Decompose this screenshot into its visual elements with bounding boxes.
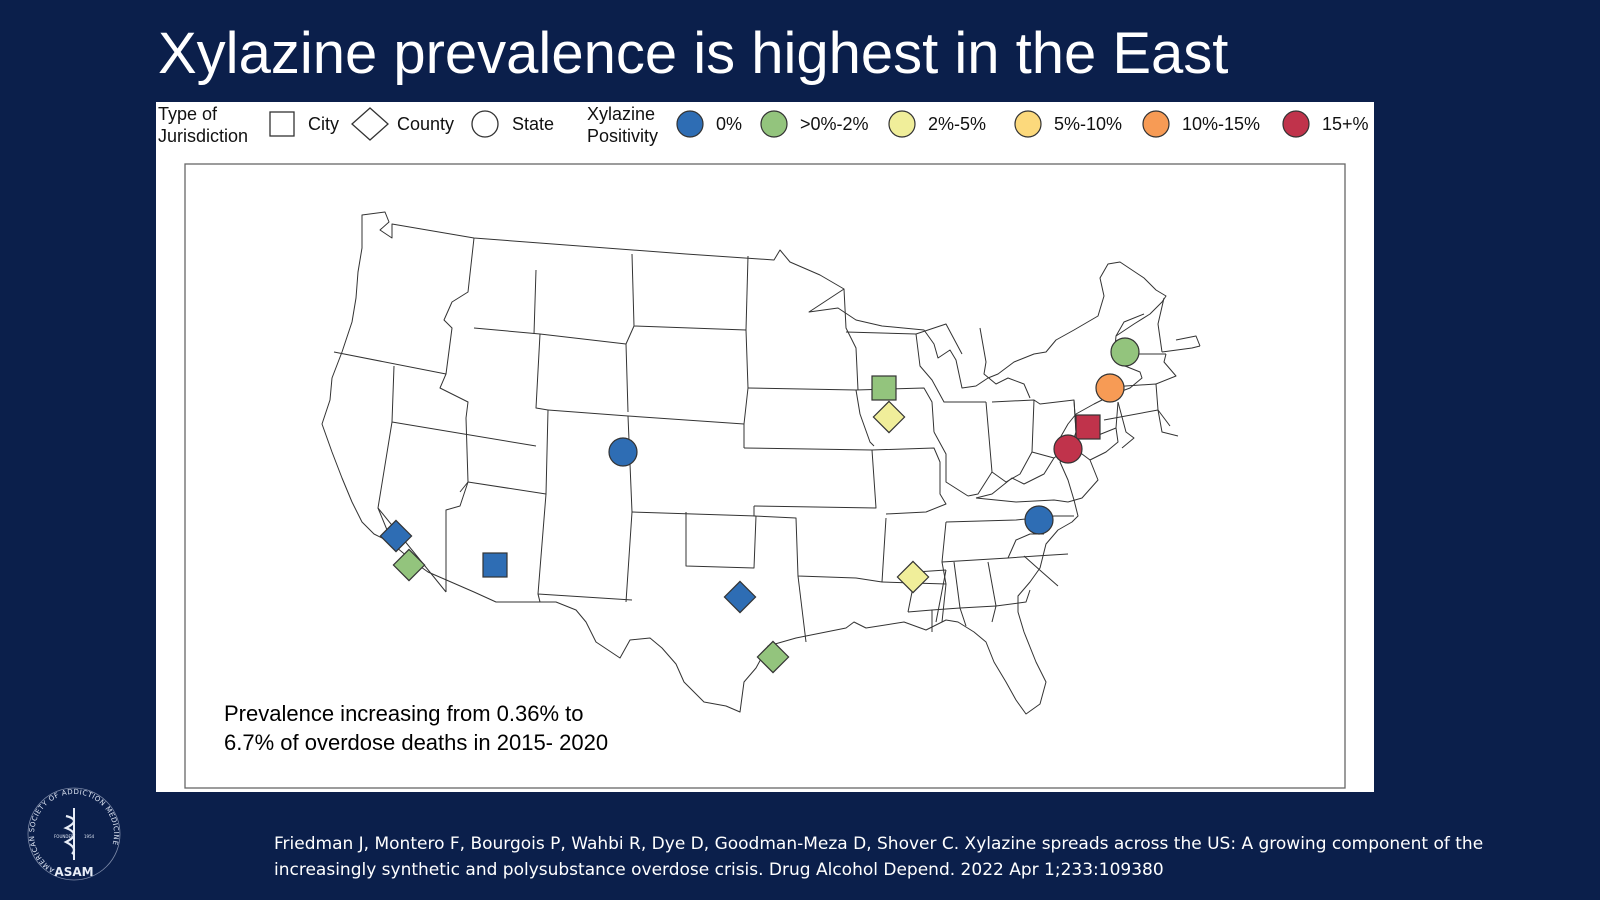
legend-category-label: 0%	[716, 114, 742, 134]
legend-positivity-title-2: Positivity	[587, 126, 658, 146]
annotation-line-2: 6.7% of overdose deaths in 2015- 2020	[224, 730, 608, 755]
logo-founded-label: FOUNDED	[54, 834, 74, 839]
legend-categories: 0% >0%-2% 2%-5% 5%-10% 10%-15% 15+%	[676, 110, 1369, 138]
legend-category-label: 5%-10%	[1054, 114, 1122, 134]
legend: Type of Jurisdiction City County State X…	[158, 104, 1369, 146]
annotation-line-1: Prevalence increasing from 0.36% to	[224, 701, 584, 726]
logo-founded-year: 1954	[84, 834, 95, 839]
map-marker	[482, 552, 508, 578]
legend-shape-label-county: County	[397, 114, 454, 134]
map-marker	[896, 560, 930, 594]
legend-positivity-title-1: Xylazine	[587, 104, 655, 124]
map-marker	[871, 375, 897, 401]
legend-category-label: >0%-2%	[800, 114, 869, 134]
legend-square-icon	[269, 111, 295, 137]
map-marker	[1053, 434, 1083, 464]
legend-shape-label-city: City	[308, 114, 339, 134]
map-marker	[608, 437, 638, 467]
map-marker	[1024, 505, 1054, 535]
map-markers	[379, 337, 1140, 674]
map-marker	[723, 580, 757, 614]
map-marker	[1110, 337, 1140, 367]
legend-swatch	[1014, 110, 1042, 138]
logo-acronym: ASAM	[54, 865, 93, 879]
map-marker	[872, 400, 906, 434]
asam-logo: AMERICAN SOCIETY OF ADDICTION MEDICINE F…	[26, 786, 122, 887]
legend-category-label: 2%-5%	[928, 114, 986, 134]
map-marker	[756, 640, 790, 674]
citation: Friedman J, Montero F, Bourgois P, Wahbi…	[274, 834, 1484, 880]
legend-category-label: 10%-15%	[1182, 114, 1260, 134]
map-figure: Type of Jurisdiction City County State X…	[156, 102, 1374, 792]
legend-jurisdiction-title-2: Jurisdiction	[158, 126, 248, 146]
legend-jurisdiction-title-1: Type of	[158, 104, 218, 124]
map-marker	[1095, 373, 1125, 403]
slide-title: Xylazine prevalence is highest in the Ea…	[158, 21, 1229, 86]
legend-swatch	[676, 110, 704, 138]
legend-diamond-icon	[351, 107, 389, 141]
legend-circle-icon	[471, 110, 499, 138]
legend-swatch	[760, 110, 788, 138]
legend-swatch	[1142, 110, 1170, 138]
us-outline	[321, 211, 1167, 715]
map-marker	[1075, 414, 1101, 440]
legend-category-label: 15+%	[1322, 114, 1369, 134]
legend-swatch	[1282, 110, 1310, 138]
legend-swatch	[888, 110, 916, 138]
map-marker	[392, 548, 426, 582]
map-svg: Type of Jurisdiction City County State X…	[158, 104, 1369, 789]
map-marker	[379, 519, 413, 553]
map-frame	[184, 163, 1346, 789]
legend-shape-label-state: State	[512, 114, 554, 134]
